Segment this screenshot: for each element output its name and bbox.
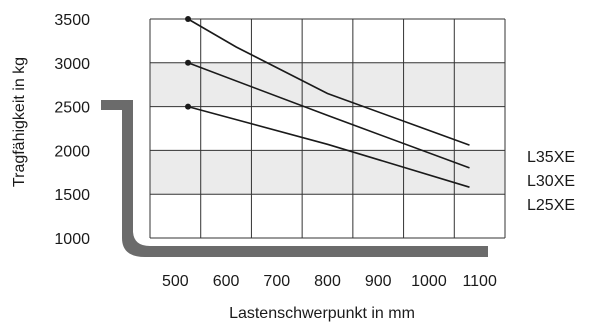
y-axis-label: Tragfähigkeit in kg: [11, 57, 28, 187]
grid-band: [150, 150, 505, 195]
y-tick-label: 2000: [54, 143, 90, 160]
y-tick-label: 1000: [54, 231, 90, 248]
series-markers: [185, 16, 192, 110]
y-axis-ticks: 1000 1500 2000 2500 3000 3500: [54, 12, 90, 248]
x-tick-label: 900: [365, 273, 392, 290]
series-lines: [187, 18, 470, 188]
series-line-l30xe: [187, 62, 470, 169]
x-tick-label: 700: [263, 273, 290, 290]
series-line-l35xe: [187, 18, 470, 146]
x-tick-label: 600: [213, 273, 240, 290]
x-tick-label: 500: [162, 273, 189, 290]
y-tick-label: 3000: [54, 56, 90, 73]
series-line-l25xe: [187, 105, 470, 188]
series-label-l30xe: L30XE: [527, 173, 575, 190]
y-tick-label: 1500: [54, 187, 90, 204]
series-marker-l35xe: [185, 16, 192, 22]
background-bands: [150, 62, 505, 195]
y-tick-label: 3500: [54, 12, 90, 29]
grid: [149, 18, 506, 239]
x-tick-label: 1000: [411, 273, 447, 290]
series-marker-l25xe: [185, 103, 192, 110]
x-tick-label: 1100: [462, 273, 497, 290]
x-axis-label: Lastenschwerpunkt in mm: [229, 305, 415, 322]
y-tick-label: 2500: [54, 100, 90, 117]
series-marker-l30xe: [185, 59, 192, 66]
x-axis-ticks: 500 600 700 800 900 1000 1100: [162, 273, 497, 290]
series-labels: L35XE L30XE L25XE: [527, 149, 575, 214]
series-label-l35xe: L35XE: [527, 149, 575, 166]
x-tick-label: 800: [314, 273, 341, 290]
series-label-l25xe: L25XE: [527, 197, 575, 214]
